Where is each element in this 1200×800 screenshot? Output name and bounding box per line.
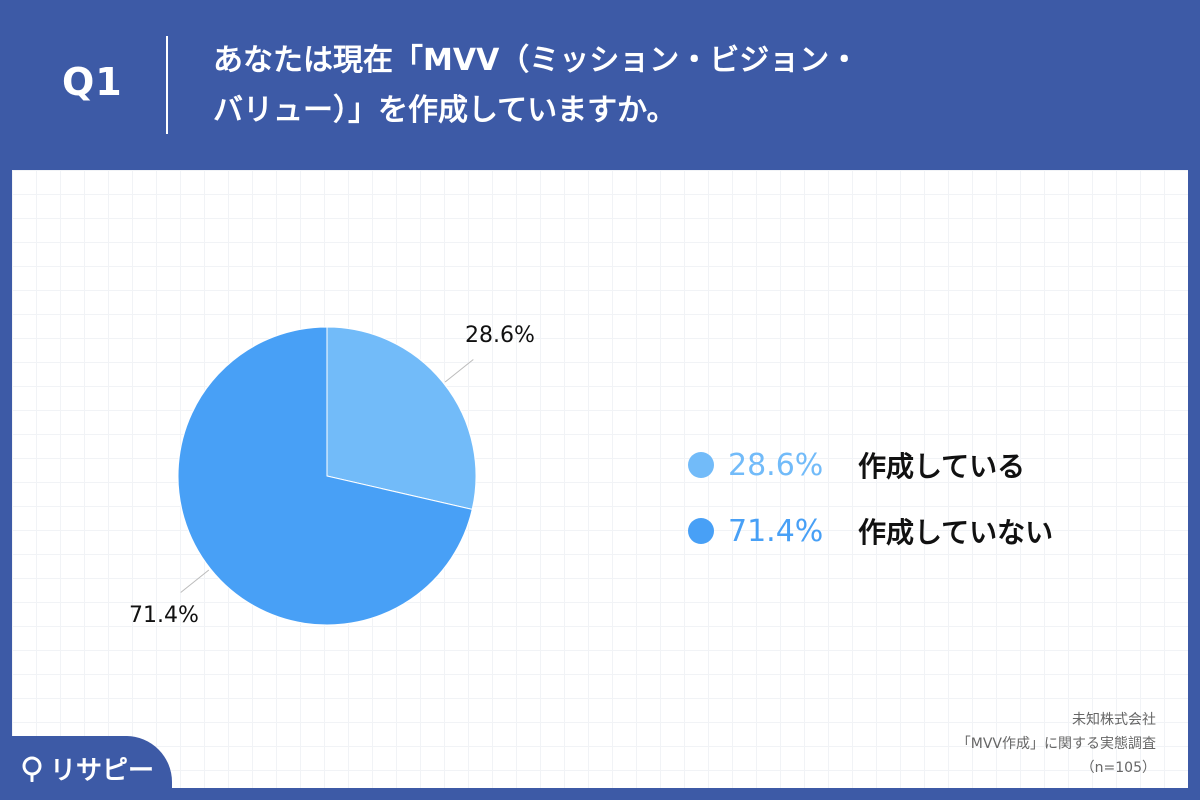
legend-label: 作成している [858,450,1026,483]
legend-percent: 28.6% [728,447,824,483]
legend-dot-icon [688,518,714,544]
brand-logo: リサピー [20,750,154,787]
question-number: Q1 [62,60,123,104]
logo-text: リサピー [50,756,155,786]
question-line-2: バリュー）」を作成していますか。 [213,93,677,128]
pie-slice [326,326,477,511]
source-company: 未知株式会社 [1072,712,1156,728]
leader-line [180,569,210,593]
source-survey: 「MVV作成」に関する実態調査 [956,736,1156,752]
question-text: あなたは現在「MVV（ミッション・ビジョン・ バリュー）」を作成していますか。 [213,36,1113,136]
pin-icon [22,756,42,782]
data-label: 71.4% [129,603,199,628]
question-line-1: あなたは現在「MVV（ミッション・ビジョン・ [213,43,860,78]
leader-line [444,359,474,383]
source-sample-size: （n=105） [1080,760,1156,776]
legend-percent: 71.4% [728,513,824,549]
legend-item: 71.4% 作成していない [688,498,1053,564]
header: Q1 あなたは現在「MVV（ミッション・ビジョン・ バリュー）」を作成しています… [0,0,1200,170]
data-label: 28.6% [465,323,535,348]
legend-item: 28.6% 作成している [688,432,1053,498]
logo-tab [0,736,172,800]
header-divider [166,36,168,134]
legend: 28.6% 作成している 71.4% 作成していない [688,432,1053,564]
legend-dot-icon [688,452,714,478]
pie-slice [177,326,473,626]
pie-chart: 28.6% 71.4% [129,323,535,628]
legend-label: 作成していない [858,516,1054,549]
chart-panel: 28.6% 71.4% 28.6% 作成している 71.4% 作成していない [12,170,1188,788]
source-note: 未知株式会社 「MVV作成」に関する実態調査 （n=105） [957,708,1156,780]
